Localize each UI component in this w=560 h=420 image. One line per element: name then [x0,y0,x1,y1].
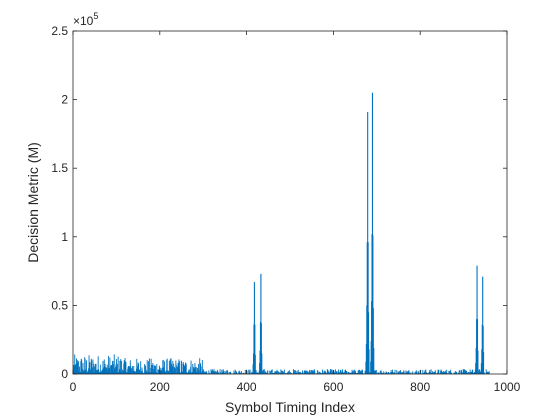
x-tick-label: 600 [323,380,343,394]
exponent-power: 5 [93,11,98,21]
bar-series [252,92,485,374]
y-tick-label: 2.5 [51,24,68,38]
y-axis-ticks: 0 0.5 1 1.5 2 2.5 [51,24,507,381]
x-tick-label: 0 [70,380,77,394]
x-tick-label: 200 [150,380,170,394]
y-axis-label: Decision Metric (M) [25,142,41,263]
x-axis-ticks: 0 200 400 600 800 1000 [70,31,521,394]
y-tick-label: 0 [61,367,68,381]
exponent-base: ×10 [73,14,94,28]
x-tick-label: 1000 [494,380,521,394]
y-tick-label: 1 [61,230,68,244]
y-axis-exponent: ×105 [73,11,98,28]
x-axis-label: Symbol Timing Index [225,399,355,415]
y-tick-label: 2 [61,93,68,107]
y-tick-label: 1.5 [51,161,68,175]
x-tick-label: 800 [410,380,430,394]
y-tick-label: 0.5 [51,298,68,312]
axes-box [72,30,508,375]
plot-area [73,31,507,374]
x-tick-label: 400 [237,380,257,394]
